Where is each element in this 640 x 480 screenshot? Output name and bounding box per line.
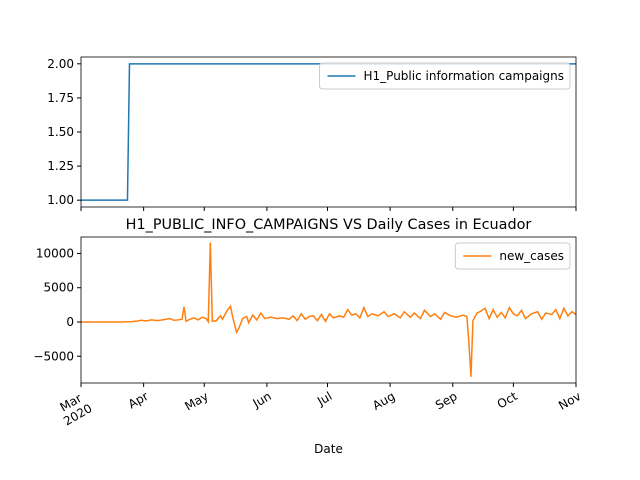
legend	[454, 242, 571, 270]
y-tick-label: 2.00	[47, 57, 74, 71]
chart-title: H1_PUBLIC_INFO_CAMPAIGNS VS Daily Cases …	[126, 217, 532, 233]
legend-label: new_cases	[499, 249, 564, 263]
plot-frame	[80, 236, 577, 384]
y-tick-label: 1.50	[47, 125, 74, 139]
y-tick-label: 1.25	[47, 159, 74, 173]
legend-label: H1_Public information campaigns	[364, 69, 564, 83]
y-tick-label: 5000	[43, 281, 74, 295]
y-tick-label: 1.00	[47, 193, 74, 207]
legend	[319, 62, 571, 90]
series-line	[81, 242, 576, 377]
y-tick-label: −5000	[33, 349, 74, 363]
plot-frame	[80, 56, 577, 208]
y-tick-label: 1.75	[47, 91, 74, 105]
y-tick-label: 0	[66, 315, 74, 329]
y-tick-label: 10000	[36, 246, 74, 260]
x-axis-label: Date	[314, 442, 343, 456]
